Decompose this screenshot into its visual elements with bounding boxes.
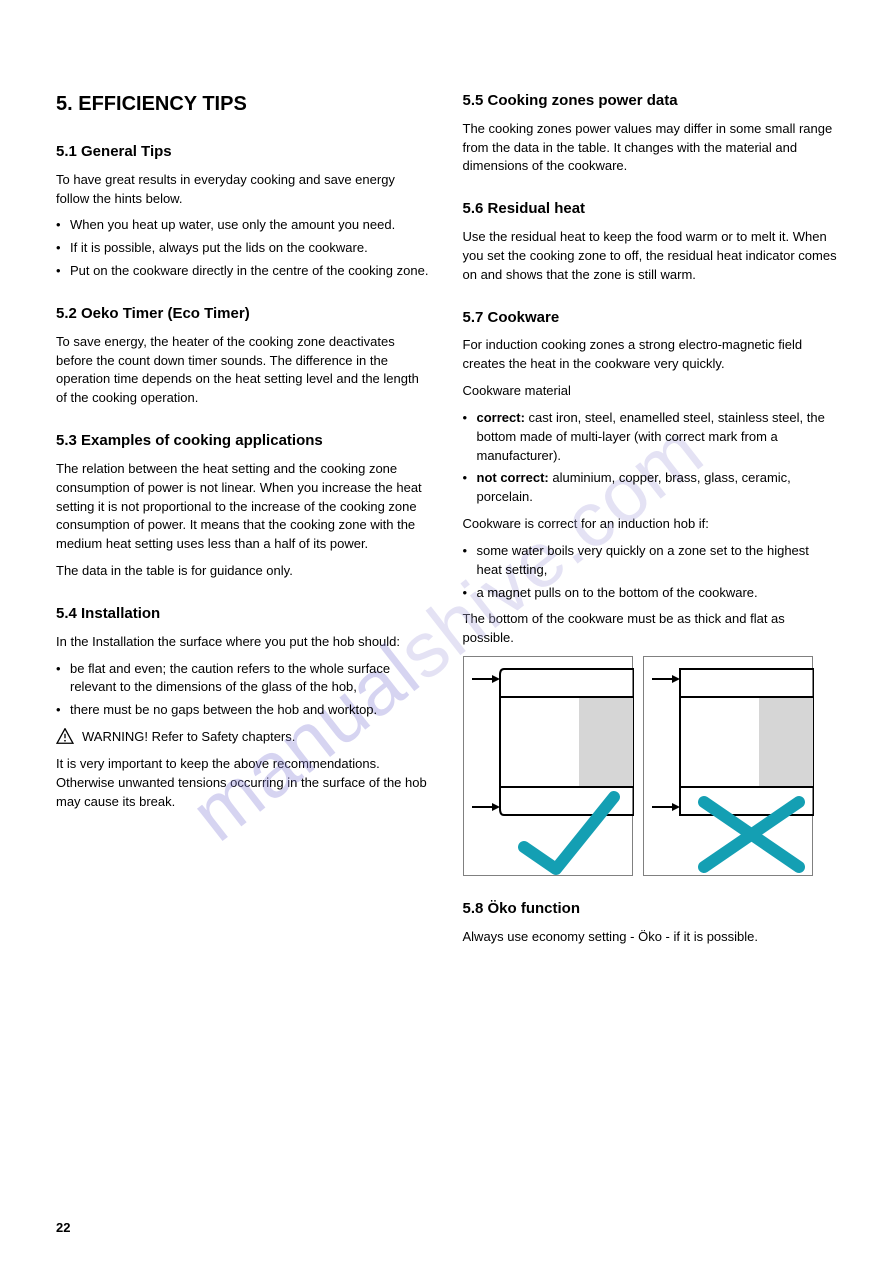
list-item: some water boils very quickly on a zone …	[463, 542, 838, 580]
list-item: be flat and even; the caution refers to …	[56, 660, 431, 698]
section-title: 5.4 Installation	[56, 603, 431, 625]
list-item: If it is possible, always put the lids o…	[56, 239, 431, 258]
paragraph: The data in the table is for guidance on…	[56, 562, 431, 581]
list-item: not correct: aluminium, copper, brass, g…	[463, 469, 838, 507]
list-item: When you heat up water, use only the amo…	[56, 216, 431, 235]
section-title: 5.2 Oeko Timer (Eco Timer)	[56, 303, 431, 325]
warning-row: WARNING! Refer to Safety chapters.	[56, 728, 431, 747]
paragraph: In the Installation the surface where yo…	[56, 633, 431, 652]
list-item: Put on the cookware directly in the cent…	[56, 262, 431, 281]
paragraph: The relation between the heat setting an…	[56, 460, 431, 554]
paragraph: It is very important to keep the above r…	[56, 755, 431, 812]
section-title: 5.7 Cookware	[463, 307, 838, 329]
install-list: be flat and even; the caution refers to …	[56, 660, 431, 721]
paragraph: To have great results in everyday cookin…	[56, 171, 431, 209]
section-title: 5.1 General Tips	[56, 141, 431, 163]
material-list: correct: cast iron, steel, enamelled ste…	[463, 409, 838, 507]
warning-icon	[56, 728, 74, 744]
paragraph: Cookware is correct for an induction hob…	[463, 515, 838, 534]
diagram-row	[463, 656, 838, 876]
paragraph: For induction cooking zones a strong ele…	[463, 336, 838, 374]
main-heading: 5. EFFICIENCY TIPS	[56, 90, 431, 119]
paragraph: Use the residual heat to keep the food w…	[463, 228, 838, 285]
suitability-list: some water boils very quickly on a zone …	[463, 542, 838, 603]
list-item: a magnet pulls on to the bottom of the c…	[463, 584, 838, 603]
diagram-correct	[463, 656, 633, 876]
section-title: 5.8 Öko function	[463, 898, 838, 920]
left-column: 5. EFFICIENCY TIPS 5.1 General Tips To h…	[56, 90, 431, 955]
tips-list: When you heat up water, use only the amo…	[56, 216, 431, 281]
page-number: 22	[56, 1220, 70, 1235]
paragraph: To save energy, the heater of the cookin…	[56, 333, 431, 408]
list-item: there must be no gaps between the hob an…	[56, 701, 431, 720]
list-item: correct: cast iron, steel, enamelled ste…	[463, 409, 838, 466]
diagram-incorrect	[643, 656, 813, 876]
warning-text: WARNING! Refer to Safety chapters.	[82, 728, 295, 747]
section-title: 5.3 Examples of cooking applications	[56, 430, 431, 452]
paragraph: The cooking zones power values may diffe…	[463, 120, 838, 177]
paragraph: The bottom of the cookware must be as th…	[463, 610, 838, 648]
paragraph: Always use economy setting - Öko - if it…	[463, 928, 838, 947]
content-columns: 5. EFFICIENCY TIPS 5.1 General Tips To h…	[56, 90, 837, 955]
section-title: 5.6 Residual heat	[463, 198, 838, 220]
sub-heading: Cookware material	[463, 382, 838, 401]
right-column: 5.5 Cooking zones power data The cooking…	[463, 90, 838, 955]
section-title: 5.5 Cooking zones power data	[463, 90, 838, 112]
